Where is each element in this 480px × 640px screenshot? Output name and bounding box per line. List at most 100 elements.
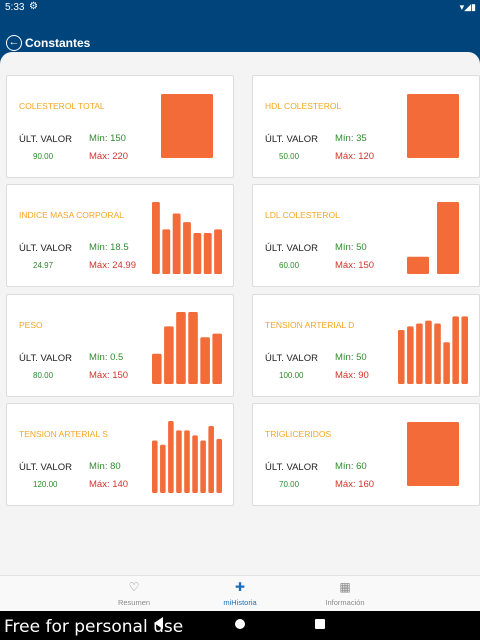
max-value: Máx: 150 [335, 260, 375, 271]
constant-card-ldl-colesterol[interactable]: LDL COLESTEROL ÚLT. VALOR 60.00 Mín: 50 … [252, 184, 480, 287]
chart-bar [407, 256, 429, 274]
mini-bar-chart [152, 312, 222, 384]
nav-item-mihistoria[interactable]: ✚ miHistoria [195, 580, 285, 607]
last-value: 100.00 [279, 371, 304, 380]
card-title: COLESTEROL TOTAL [19, 101, 105, 111]
card-title: TENSION ARTERIAL S [19, 429, 108, 439]
chart-bar [425, 320, 432, 384]
last-value: 120.00 [33, 480, 58, 489]
heart-pulse-icon: ♡ [128, 580, 140, 594]
mini-bar-chart [398, 316, 468, 384]
chart-bar [183, 222, 191, 274]
chart-bar [212, 333, 222, 384]
chart-bar [216, 439, 222, 493]
max-value: Máx: 160 [335, 479, 375, 490]
chart-bar [168, 421, 174, 493]
chart-bar [162, 229, 171, 274]
back-arrow-icon[interactable]: ← [6, 35, 22, 51]
mini-bar-chart [407, 202, 459, 274]
min-value: Mín: 35 [335, 133, 367, 144]
chart-bar [443, 342, 450, 384]
last-value: 60.00 [279, 261, 300, 270]
chart-bar [416, 323, 423, 384]
chart-bar [161, 94, 213, 158]
chart-bar [398, 330, 405, 384]
last-value: 50.00 [279, 152, 300, 161]
last-value-label: ÚLT. VALOR [265, 353, 318, 364]
nav-item-resumen[interactable]: ♡ Resumen [89, 580, 179, 607]
chart-bar [176, 312, 186, 384]
constant-card-colesterol-total[interactable]: COLESTEROL TOTAL ÚLT. VALOR 90.00 Mín: 1… [6, 75, 234, 178]
mini-bar-chart [407, 422, 459, 486]
system-navigation-bar: Free for personal use [0, 611, 480, 640]
card-title: INDICE MASA CORPORAL [19, 210, 124, 220]
nav-label: miHistoria [223, 598, 257, 607]
constant-card-peso[interactable]: PESO ÚLT. VALOR 80.00 Mín: 0.5 Máx: 150 [6, 294, 234, 397]
mini-bar-chart [161, 94, 213, 158]
chart-bar [192, 435, 198, 493]
chart-bar [461, 316, 468, 384]
max-value: Máx: 120 [335, 151, 375, 162]
chart-bar [434, 323, 441, 384]
last-value: 24.97 [33, 261, 54, 270]
chart-bar [152, 202, 160, 274]
constant-card-trigliceridos[interactable]: TRIGLICERIDOS ÚLT. VALOR 70.00 Mín: 60 M… [252, 403, 480, 506]
chart-bar [208, 426, 214, 493]
chart-bar [176, 430, 182, 493]
page-title: Constantes [25, 36, 91, 50]
chart-bar [203, 232, 212, 274]
nav-label: Información [325, 598, 365, 607]
last-value: 90.00 [33, 152, 54, 161]
system-home-icon[interactable] [235, 619, 245, 629]
min-value: Mín: 50 [335, 352, 367, 363]
status-bar: 5:33 ⚙ ▾◢▮ [0, 0, 480, 16]
constant-card-hdl-colesterol[interactable]: HDL COLESTEROL ÚLT. VALOR 50.00 Mín: 35 … [252, 75, 480, 178]
last-value: 70.00 [279, 480, 300, 489]
chart-bar [200, 337, 210, 384]
mini-bar-chart [152, 202, 222, 274]
last-value-label: ÚLT. VALOR [19, 134, 72, 145]
card-title: TENSION ARTERIAL D [265, 320, 355, 330]
last-value-label: ÚLT. VALOR [265, 462, 318, 473]
system-status-icons: ▾◢▮ [459, 2, 476, 12]
mini-bar-chart [152, 421, 222, 493]
bottom-navigation: ♡ Resumen ✚ miHistoria ▦ Información [0, 575, 480, 611]
chart-bar [152, 353, 162, 384]
max-value: Máx: 140 [89, 479, 129, 490]
chart-bar [188, 312, 198, 384]
max-value: Máx: 90 [335, 370, 369, 381]
chart-bar [214, 229, 222, 274]
chart-bar [160, 444, 166, 493]
last-value-label: ÚLT. VALOR [265, 134, 318, 145]
chart-bar [152, 440, 158, 493]
card-title: PESO [19, 320, 43, 330]
nav-label: Resumen [117, 598, 151, 607]
card-title: TRIGLICERIDOS [265, 429, 332, 439]
chart-bar [184, 430, 190, 493]
min-value: Mín: 80 [89, 461, 121, 472]
constant-card-tension-arterial-d[interactable]: TENSION ARTERIAL D ÚLT. VALOR 100.00 Mín… [252, 294, 480, 397]
last-value-label: ÚLT. VALOR [265, 243, 318, 254]
card-title: LDL COLESTEROL [265, 210, 340, 220]
min-value: Mín: 150 [89, 133, 126, 144]
system-back-icon[interactable] [154, 617, 163, 629]
min-value: Mín: 50 [335, 242, 367, 253]
chart-bar [200, 440, 206, 493]
min-value: Mín: 60 [335, 461, 367, 472]
max-value: Máx: 24.99 [89, 260, 136, 271]
constant-card-tension-arterial-s[interactable]: TENSION ARTERIAL S ÚLT. VALOR 120.00 Mín… [6, 403, 234, 506]
chart-bar [164, 326, 174, 384]
mini-bar-chart [407, 94, 459, 158]
min-value: Mín: 18.5 [89, 242, 129, 253]
chart-bar [172, 213, 181, 274]
last-value: 80.00 [33, 371, 54, 380]
last-value-label: ÚLT. VALOR [19, 243, 72, 254]
chart-bar [407, 422, 459, 486]
min-value: Mín: 0.5 [89, 352, 124, 363]
watermark-text: Free for personal use [4, 617, 184, 637]
settings-gear-icon: ⚙ [29, 1, 38, 12]
system-recents-icon[interactable] [315, 619, 325, 629]
max-value: Máx: 220 [89, 151, 129, 162]
constant-card-indice-masa-corporal[interactable]: INDICE MASA CORPORAL ÚLT. VALOR 24.97 Mí… [6, 184, 234, 287]
nav-item-informacion[interactable]: ▦ Información [300, 580, 390, 607]
